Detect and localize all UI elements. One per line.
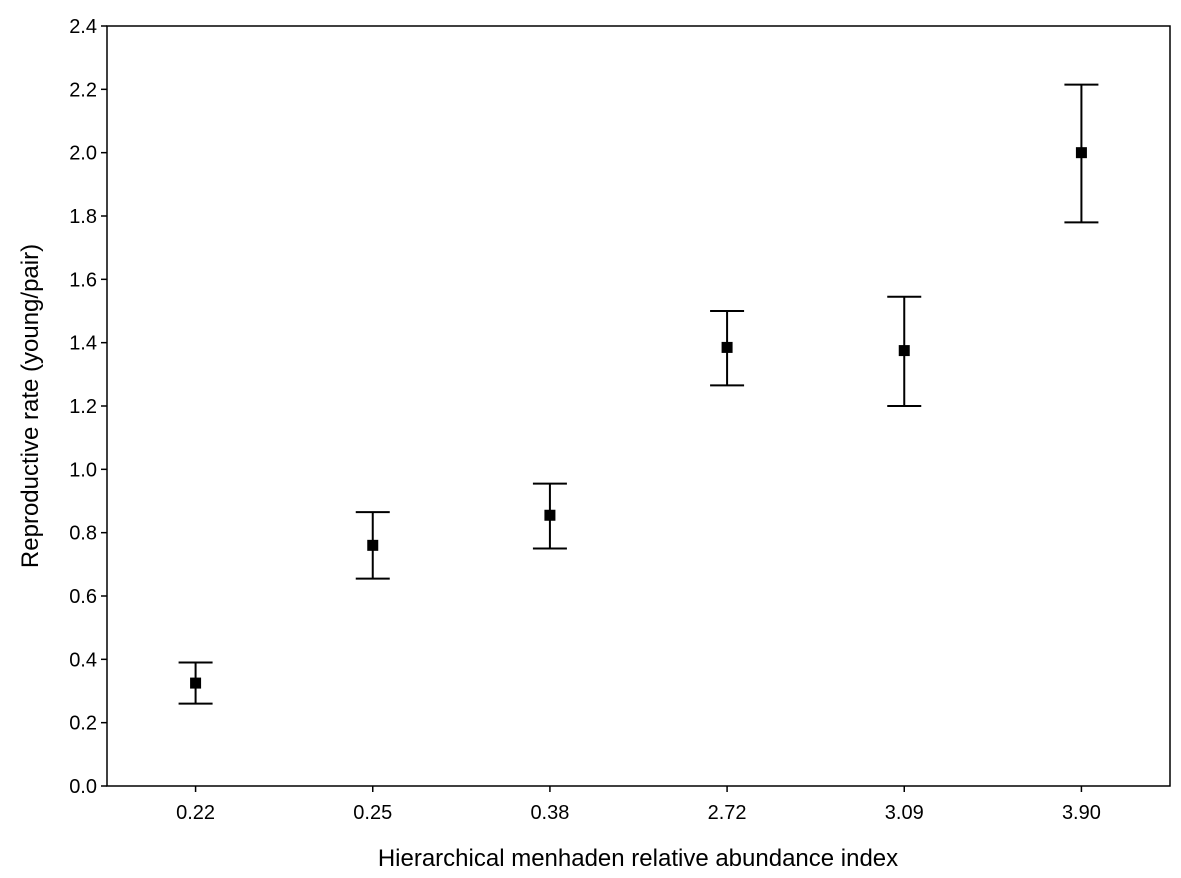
y-tick-label: 1.6 bbox=[69, 269, 97, 291]
y-tick-label: 1.4 bbox=[69, 333, 97, 355]
data-series bbox=[178, 83, 1099, 705]
x-tick-label: 0.38 bbox=[530, 802, 569, 824]
y-tick-label: 0.2 bbox=[69, 713, 97, 735]
point-marker bbox=[1075, 147, 1087, 159]
plot-frame bbox=[106, 25, 1171, 787]
data-point bbox=[532, 482, 567, 550]
y-tick-label: 1.0 bbox=[69, 459, 97, 481]
x-tick-label: 0.25 bbox=[353, 802, 392, 824]
x-axis: 0.22 0.25 0.38 2.72 3.09 3.90 bbox=[176, 786, 1101, 824]
point-marker bbox=[190, 677, 202, 689]
y-tick-label: 0.4 bbox=[69, 649, 97, 671]
y-axis-title: Reproductive rate (young/pair) bbox=[17, 244, 44, 568]
point-marker bbox=[721, 341, 733, 353]
data-point bbox=[887, 295, 922, 407]
y-tick-label: 0.8 bbox=[69, 523, 97, 545]
y-axis: 0.0 0.2 0.4 0.6 0.8 1.0 1.2 1.4 1.6 1.8 2.0 2.2 2.4 bbox=[69, 16, 107, 798]
point-marker bbox=[544, 509, 556, 521]
y-tick-label: 1.2 bbox=[69, 396, 97, 418]
y-tick-label: 2.4 bbox=[69, 16, 97, 38]
x-axis-title: Hierarchical menhaden relative abundance… bbox=[378, 845, 898, 872]
y-tick-label: 0.6 bbox=[69, 586, 97, 608]
y-tick-label: 1.8 bbox=[69, 206, 97, 228]
y-tick-label: 2.2 bbox=[69, 79, 97, 101]
x-tick-label: 3.09 bbox=[885, 802, 924, 824]
y-tick-label: 0.0 bbox=[69, 776, 97, 798]
point-marker bbox=[367, 539, 379, 551]
y-tick-label: 2.0 bbox=[69, 143, 97, 165]
x-tick-label: 3.90 bbox=[1062, 802, 1101, 824]
x-tick-label: 0.22 bbox=[176, 802, 215, 824]
point-marker bbox=[898, 345, 910, 357]
data-point bbox=[178, 661, 213, 705]
data-point bbox=[710, 310, 745, 387]
x-tick-label: 2.72 bbox=[708, 802, 747, 824]
data-point bbox=[1064, 83, 1099, 224]
data-point bbox=[355, 511, 390, 580]
